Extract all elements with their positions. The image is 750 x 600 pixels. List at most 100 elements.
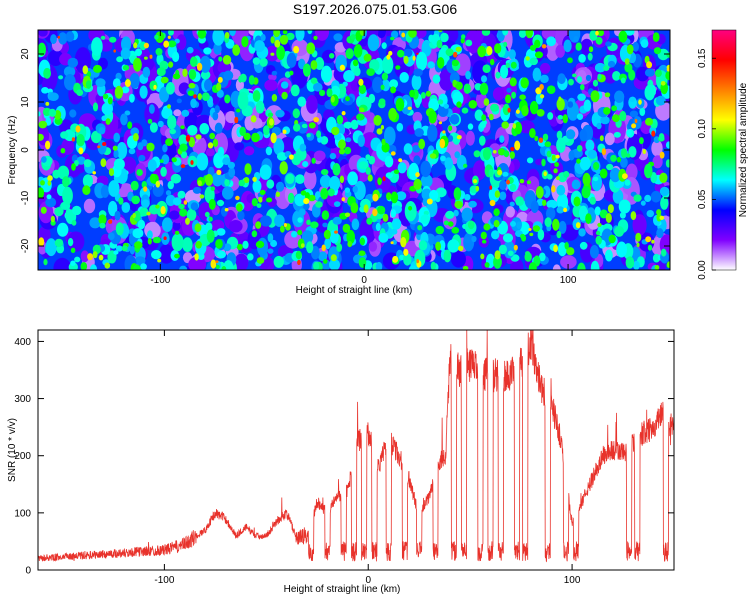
heatmap-cell <box>112 145 118 151</box>
heatmap-cell <box>38 133 44 141</box>
heatmap-cell <box>162 144 168 153</box>
heatmap-cell <box>554 162 559 167</box>
heatmap-cell <box>595 30 599 36</box>
heatmap-cell <box>417 225 423 231</box>
heatmap-cell <box>626 129 632 137</box>
heatmap-cell <box>499 135 505 143</box>
colorbar-tick-label: 0.10 <box>697 119 708 139</box>
heatmap-cell <box>58 75 64 80</box>
heatmap-cell <box>50 34 57 45</box>
heatmap-cell <box>633 194 642 202</box>
heatmap-cell <box>599 209 608 219</box>
heatmap-cell <box>411 73 422 91</box>
heatmap-y-tick-label: 20 <box>20 48 31 60</box>
heatmap-cell <box>196 152 209 171</box>
heatmap-cell <box>234 253 249 270</box>
heatmap-cell <box>490 58 495 66</box>
heatmap-cell <box>465 130 475 146</box>
heatmap-cell <box>389 79 399 89</box>
heatmap-cell <box>620 157 628 168</box>
heatmap-cell <box>185 217 190 225</box>
heatmap-cell <box>463 83 471 94</box>
heatmap-cell <box>510 147 515 151</box>
heatmap-cell <box>576 76 583 83</box>
heatmap-cell <box>243 177 250 184</box>
heatmap-cell <box>475 185 480 192</box>
heatmap-cell <box>270 52 275 56</box>
heatmap-cell <box>308 194 316 202</box>
heatmap-cell <box>329 53 335 59</box>
heatmap-cell <box>256 257 265 264</box>
heatmap-cell <box>137 219 146 230</box>
heatmap-cell <box>171 233 184 252</box>
heatmap-cell <box>494 190 501 198</box>
heatmap-cell <box>603 107 611 115</box>
heatmap-cell <box>214 122 223 134</box>
heatmap-cell <box>298 208 306 216</box>
heatmap-cell <box>234 116 239 124</box>
heatmap-cell <box>453 51 458 58</box>
heatmap-cell <box>87 253 94 261</box>
heatmap-cell <box>239 73 247 83</box>
heatmap-cell <box>540 94 545 99</box>
heatmap-cell <box>393 169 400 174</box>
heatmap-cell <box>454 200 463 209</box>
heatmap-cell <box>384 155 394 168</box>
heatmap-cell <box>276 45 285 60</box>
heatmap-cell <box>197 30 207 39</box>
heatmap-x-tick-label: 100 <box>560 275 577 286</box>
heatmap-cell <box>144 56 148 60</box>
heatmap-cell <box>306 241 314 254</box>
heatmap-cell <box>375 261 383 270</box>
heatmap-cell <box>513 244 518 251</box>
heatmap-cell <box>332 163 341 176</box>
heatmap-cell <box>544 141 552 148</box>
heatmap-cell <box>589 245 599 259</box>
heatmap-cell <box>194 223 202 233</box>
heatmap-y-axis-label: Frequency (Hz) <box>7 116 18 185</box>
heatmap-cell <box>620 77 626 84</box>
heatmap-cell <box>235 195 240 201</box>
heatmap-cell <box>461 34 466 39</box>
heatmap-cell <box>396 167 409 188</box>
heatmap-cell <box>344 146 352 155</box>
heatmap-cell <box>367 174 373 182</box>
heatmap-cell <box>41 156 47 163</box>
heatmap-cell <box>604 132 615 146</box>
snr-axes: -100 0 100 0 100 200 300 400 Height of straight … <box>7 330 674 595</box>
heatmap-cell <box>381 138 386 146</box>
heatmap-cell <box>326 88 333 97</box>
heatmap-cell <box>563 171 570 178</box>
heatmap-cell <box>606 163 614 171</box>
heatmap-cell <box>282 129 287 134</box>
heatmap-cell <box>665 141 670 149</box>
heatmap-cell <box>438 30 443 33</box>
heatmap-cell <box>647 244 653 251</box>
heatmap-cell <box>575 222 581 229</box>
heatmap-cell <box>71 219 77 226</box>
heatmap-cell <box>646 210 655 218</box>
heatmap-cell <box>82 185 91 196</box>
heatmap-cell <box>316 130 322 138</box>
heatmap-cell <box>418 240 428 251</box>
heatmap-cell <box>162 217 173 232</box>
heatmap-cell <box>222 186 234 200</box>
heatmap-cell <box>656 209 662 216</box>
heatmap-cell <box>489 185 493 190</box>
heatmap-cell <box>547 112 554 120</box>
heatmap-cell <box>556 137 566 153</box>
heatmap-cell <box>224 208 229 212</box>
heatmap-cell <box>659 151 665 159</box>
heatmap-cell <box>170 173 182 184</box>
heatmap-cell <box>92 102 99 112</box>
heatmap-cell <box>416 52 419 55</box>
heatmap-cell <box>352 59 359 67</box>
heatmap-cell <box>70 260 76 266</box>
heatmap-cell <box>133 264 141 270</box>
heatmap-cell <box>468 100 478 109</box>
heatmap-cell <box>259 164 272 180</box>
heatmap-cell <box>339 64 345 71</box>
heatmap-cell <box>163 236 167 240</box>
heatmap-cell <box>121 86 130 94</box>
heatmap-cell <box>109 36 117 43</box>
